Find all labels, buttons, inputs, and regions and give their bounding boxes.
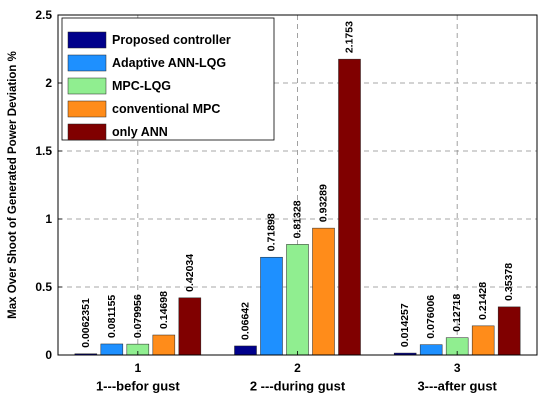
category-caption: 1---befor gust [96,379,180,394]
data-label: 0.0062351 [80,298,92,348]
y-tick-label: 2 [45,76,52,90]
data-label: 0.12718 [451,294,463,332]
data-label: 0.079956 [132,294,144,338]
legend-swatch [67,31,107,49]
bar [234,345,257,356]
bar [312,227,335,356]
data-label: 0.076006 [425,295,437,339]
legend-swatch [67,54,107,72]
data-label: 0.71898 [266,213,278,251]
data-label: 0.42034 [184,254,196,292]
legend-swatch [67,100,107,118]
data-label: 0.081155 [106,295,118,338]
y-axis-label: Max Over Shoot of Generated Power Deviat… [7,51,19,319]
y-tick-label: 0.5 [35,280,52,294]
bar [152,334,176,356]
bar [471,325,495,356]
bar-group [74,58,521,356]
x-tick-label: 1 [134,361,141,375]
legend-label: conventional MPC [112,102,220,116]
data-label: 0.93289 [318,184,330,222]
bar [260,256,283,356]
y-tick-label: 2.5 [35,8,52,22]
y-tick-label: 1 [45,212,52,226]
bar [100,343,124,356]
legend: Proposed controller Adaptive ANN-LQG MPC-… [61,17,275,141]
y-tick-label: 1.5 [35,144,52,158]
bar [178,297,202,356]
bar [286,244,309,356]
category-captions: 1---befor gust 2 ---during gust 3---after … [96,379,498,394]
legend-swatch [67,123,107,141]
data-label: 2.1753 [344,21,356,53]
y-tick-label: 0 [45,348,52,362]
legend-label: Proposed controller [112,33,231,47]
y-axis-ticks: 0 0.5 1 1.5 2 2.5 [35,8,62,362]
data-label: 0.06642 [240,302,252,340]
category-caption: 3---after gust [417,379,497,394]
data-label: 0.21428 [477,282,489,320]
legend-label: MPC-LQG [112,79,171,93]
data-label: 0.81328 [292,200,304,238]
x-axis-ticks: 1 2 3 [134,351,461,375]
data-label: 0.14698 [158,291,170,329]
data-label: 0.35378 [503,263,515,301]
data-label-group: 0.0062351 0.06642 0.014257 0.081155 0.71898 0… [80,21,515,348]
legend-label: Adaptive ANN-LQG [112,56,226,70]
legend-label: only ANN [112,125,168,139]
category-caption: 2 ---during gust [250,379,346,394]
bar [497,306,521,356]
legend-swatch [67,77,107,95]
bar [338,58,361,356]
x-tick-label: 2 [294,361,301,375]
data-label: 0.014257 [399,303,411,347]
bar [419,344,443,356]
x-tick-label: 3 [454,361,461,375]
